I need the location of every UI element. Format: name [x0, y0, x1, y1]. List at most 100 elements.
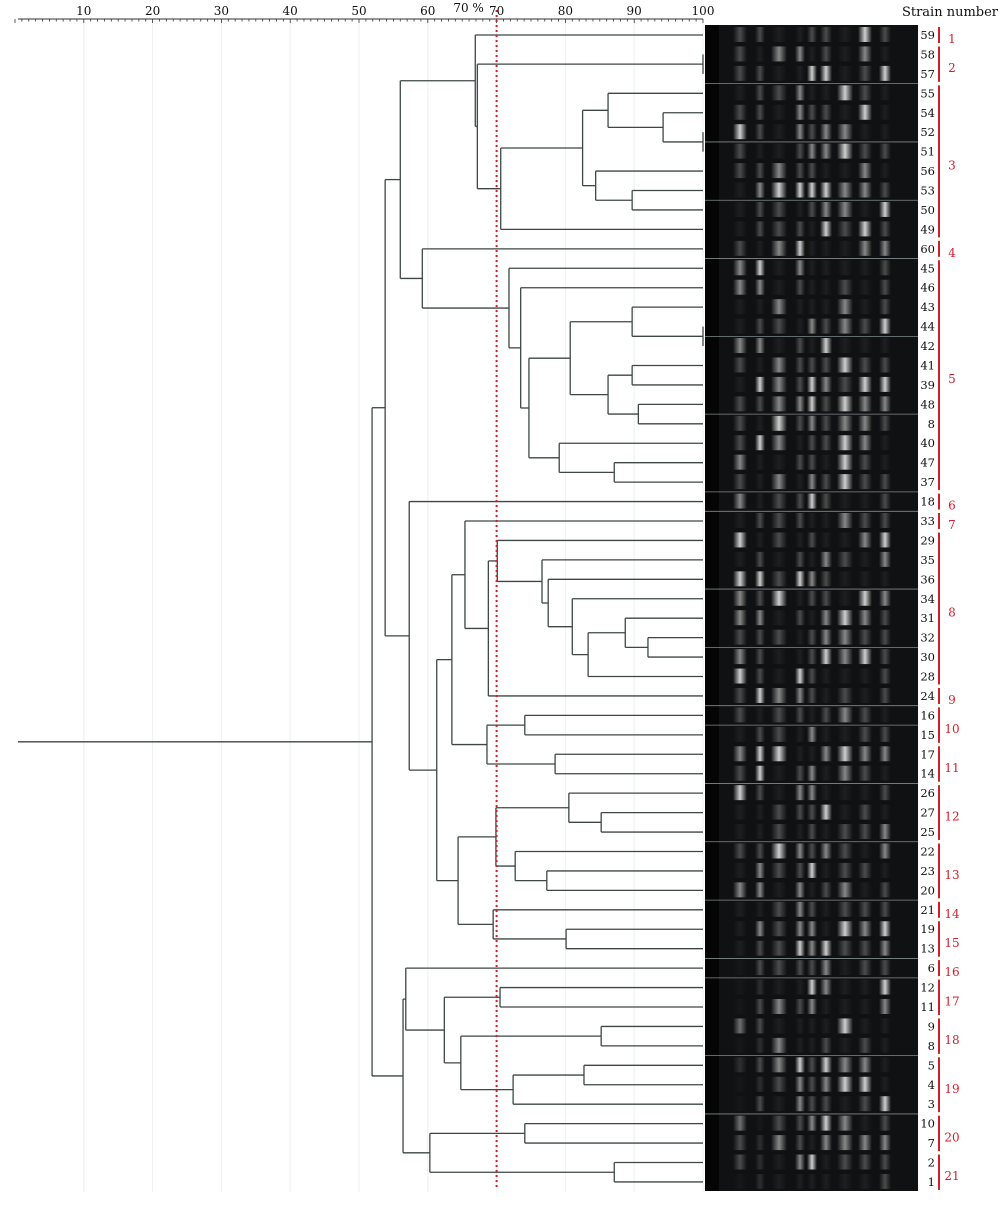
gel-band [733, 843, 747, 859]
gel-band [820, 513, 832, 528]
gel-band [879, 513, 891, 528]
gel-band [807, 1018, 817, 1034]
gel-band [858, 376, 872, 392]
strain-label: 4 [928, 1078, 935, 1092]
strain-label: 33 [920, 514, 935, 528]
gel-band [795, 396, 805, 412]
gel-band [771, 260, 787, 276]
gel-band [858, 551, 872, 567]
strain-label: 58 [920, 47, 935, 61]
gel-band [807, 85, 817, 101]
gel-band [879, 65, 891, 81]
gel-band [858, 1057, 872, 1073]
gel-band [820, 765, 832, 781]
gel-band [795, 46, 805, 62]
gel-band [820, 551, 832, 567]
gel-band [733, 668, 747, 684]
gel-band [755, 513, 765, 528]
gel-band [820, 940, 832, 956]
gel-band [837, 1135, 853, 1151]
gel-band [733, 474, 747, 490]
gel-band [771, 532, 787, 548]
gel-band [733, 687, 747, 703]
gel-band [879, 979, 891, 995]
gel-band [771, 221, 787, 237]
gel-band [807, 862, 817, 878]
gel-band [771, 668, 787, 684]
gel-band [733, 221, 747, 237]
strain-labels: 5958575554525156535049604546434442413948… [920, 28, 935, 1189]
gel-band [733, 1018, 747, 1034]
gel-band [755, 610, 765, 626]
strain-label: 57 [920, 67, 935, 81]
gel-band [858, 785, 872, 801]
gel-band [733, 649, 747, 665]
gel-band [858, 824, 872, 840]
gel-band [795, 843, 805, 859]
cluster-label: 1 [948, 32, 956, 46]
gel-band [771, 65, 787, 81]
gel-band [879, 707, 891, 723]
gel-band [733, 376, 747, 392]
cluster-label: 11 [944, 761, 959, 775]
gel-band [755, 143, 765, 159]
gel-band [807, 299, 817, 315]
gel-band [795, 687, 805, 703]
gel-band [733, 571, 747, 587]
gel-band [820, 163, 832, 179]
gel-band [771, 843, 787, 859]
gel-band [858, 979, 872, 995]
gel-band [807, 318, 817, 334]
gel-band [807, 454, 817, 470]
gel-band [858, 260, 872, 276]
cluster-label: 21 [944, 1169, 959, 1183]
gel-band [879, 396, 891, 412]
gel-band [795, 804, 805, 820]
gel-band [771, 474, 787, 490]
cluster-label: 19 [944, 1082, 959, 1096]
gel-band [879, 435, 891, 451]
gel-band [755, 901, 765, 917]
gel-band [807, 979, 817, 995]
gel-band [807, 124, 817, 140]
gel-band [837, 318, 853, 334]
gel-band [858, 85, 872, 101]
gel-band [837, 804, 853, 820]
gel-band [755, 27, 765, 42]
strain-label: 16 [920, 708, 935, 722]
gel-band [807, 804, 817, 820]
gel-band [795, 824, 805, 840]
gel-band [755, 85, 765, 101]
gel-band [771, 649, 787, 665]
gel-band [795, 1173, 805, 1189]
gel-band [771, 46, 787, 62]
cluster-label: 15 [944, 936, 959, 950]
gel-band [879, 85, 891, 101]
axis-tick-label: 50 [351, 4, 366, 18]
gel-band [755, 1116, 765, 1131]
strain-label: 39 [920, 378, 935, 392]
strain-label: 50 [920, 203, 935, 217]
gel-band [837, 338, 853, 354]
gel-band [858, 862, 872, 878]
cutoff-label: 70 % [453, 1, 484, 15]
gel-band [771, 765, 787, 781]
gel-band [820, 746, 832, 762]
strain-label: 47 [920, 456, 935, 470]
gel-band [858, 1076, 872, 1092]
gel-band [807, 1057, 817, 1073]
gel-band [755, 163, 765, 179]
axis-tick-label: 90 [627, 4, 642, 18]
gel-band [879, 415, 891, 431]
gel-band [755, 862, 765, 878]
gel-band [771, 85, 787, 101]
gel-band [837, 629, 853, 645]
gel-band [858, 532, 872, 548]
gel-band [771, 182, 787, 198]
strain-label: 43 [920, 300, 935, 314]
gel-band [733, 707, 747, 723]
strain-label: 24 [920, 689, 935, 703]
gel-band [858, 124, 872, 140]
gel-band [771, 376, 787, 392]
gel-band [755, 746, 765, 762]
